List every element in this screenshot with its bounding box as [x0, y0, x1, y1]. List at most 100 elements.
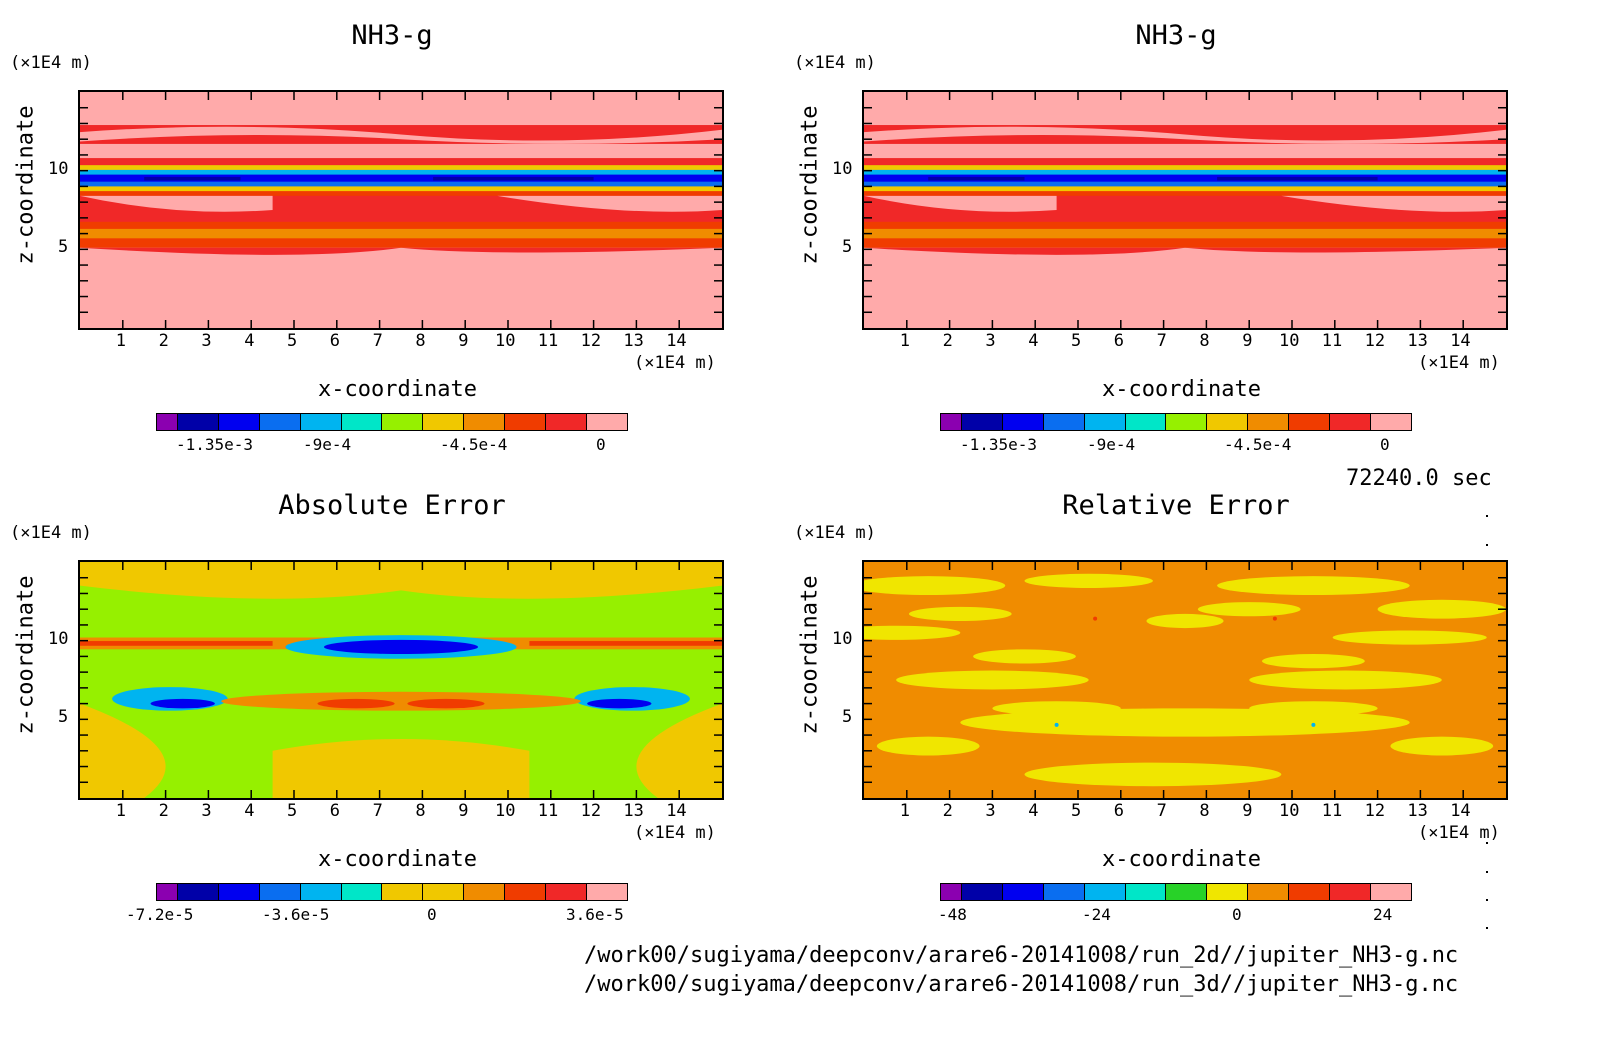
colorbar — [156, 413, 628, 431]
x-tick-label: 2 — [158, 801, 169, 821]
colorbar-label: -48 — [938, 905, 967, 924]
contour-plot — [78, 90, 724, 330]
colorbar-swatch — [423, 414, 465, 430]
colorbar-swatch — [177, 884, 219, 900]
x-tick-label: 7 — [1156, 331, 1167, 351]
x-tick-label: 12 — [580, 801, 602, 821]
colorbar-swatch — [341, 884, 383, 900]
x-tick-label: 13 — [1407, 801, 1428, 821]
x-tick-label: 2 — [942, 331, 953, 351]
x-tick-label: 4 — [244, 801, 255, 821]
x-unit-label: (×1E4 m) — [1418, 353, 1500, 373]
colorbar-swatch — [1002, 884, 1044, 900]
colorbar-swatch — [587, 884, 627, 900]
colorbar-swatch — [961, 884, 1003, 900]
x-tick-label: 4 — [1028, 801, 1039, 821]
marker-dot — [1486, 544, 1488, 546]
x-tick-label: 3 — [985, 801, 996, 821]
x-tick-label: 8 — [415, 331, 426, 351]
z-tick-label: 10 — [48, 628, 69, 649]
colorbar-swatch — [259, 414, 301, 430]
x-tick-label: 10 — [495, 331, 516, 351]
x-tick-label: 11 — [537, 331, 559, 351]
colorbar-swatch — [1043, 884, 1085, 900]
z-tick-label: 10 — [832, 628, 853, 649]
x-tick-label: 14 — [1450, 331, 1471, 351]
x-tick-label: 3 — [985, 331, 996, 351]
x-tick-label: 7 — [372, 331, 383, 351]
colorbar-swatch — [546, 414, 588, 430]
panel-title: NH3-g — [1135, 20, 1217, 51]
marker-dot — [1486, 927, 1488, 929]
x-tick-label: 10 — [495, 801, 516, 821]
colorbar-label: -3.6e-5 — [262, 905, 330, 924]
colorbar-label: 0 — [427, 905, 437, 924]
file-path-1: /work00/sugiyama/deepconv/arare6-2014100… — [584, 943, 1459, 968]
x-axis-label: x-coordinate — [318, 377, 477, 402]
colorbar-label: 0 — [1380, 435, 1390, 454]
colorbar-label: -24 — [1082, 905, 1111, 924]
colorbar-swatch — [423, 884, 465, 900]
z-axis-label: z-coordinate — [13, 575, 39, 735]
colorbar-label: -4.5e-4 — [440, 435, 508, 454]
colorbar — [156, 883, 628, 901]
colorbar-label: 0 — [1232, 905, 1242, 924]
colorbar-swatch — [505, 414, 547, 430]
x-tick-label: 9 — [1242, 331, 1253, 351]
x-tick-label: 7 — [1156, 801, 1167, 821]
x-tick-label: 13 — [1407, 331, 1428, 351]
x-tick-label: 8 — [415, 801, 426, 821]
panel-title: Relative Error — [1062, 490, 1290, 521]
z-tick-label: 5 — [842, 237, 853, 258]
colorbar-swatch — [1166, 414, 1208, 430]
x-tick-label: 11 — [1321, 801, 1343, 821]
colorbar-swatch — [1289, 884, 1331, 900]
z-unit-label: (×1E4 m) — [794, 53, 876, 73]
colorbar-swatch — [157, 884, 178, 900]
contour-field — [864, 562, 1506, 798]
colorbar-swatch — [1371, 414, 1411, 430]
colorbar-swatch — [1043, 414, 1085, 430]
colorbar-swatch — [218, 884, 260, 900]
x-tick-label: 14 — [1450, 801, 1471, 821]
colorbar-label: -1.35e-3 — [176, 435, 254, 454]
z-axis-label: z-coordinate — [797, 575, 823, 735]
file-path-2: /work00/sugiyama/deepconv/arare6-2014100… — [584, 972, 1459, 997]
z-axis-label: z-coordinate — [797, 105, 823, 265]
contour-plot — [78, 560, 724, 800]
x-axis-label: x-coordinate — [1102, 847, 1261, 872]
x-tick-label: 9 — [458, 331, 469, 351]
colorbar-swatch — [1248, 414, 1290, 430]
x-unit-label: (×1E4 m) — [634, 823, 716, 843]
z-tick-label: 5 — [58, 237, 69, 258]
colorbar-label: 0 — [596, 435, 606, 454]
x-tick-label: 10 — [1279, 801, 1300, 821]
contour-field — [864, 92, 1506, 328]
x-tick-label: 6 — [1113, 801, 1125, 821]
colorbar-swatch — [177, 414, 219, 430]
x-tick-label: 7 — [372, 801, 383, 821]
colorbar-swatch — [1371, 884, 1411, 900]
x-tick-label: 8 — [1199, 801, 1210, 821]
marker-dot — [1486, 871, 1488, 873]
colorbar — [940, 413, 1412, 431]
colorbar-swatch — [1125, 884, 1167, 900]
x-tick-label: 14 — [666, 801, 687, 821]
x-tick-label: 3 — [201, 331, 212, 351]
x-axis-label: x-coordinate — [1102, 377, 1261, 402]
contour-plot — [862, 560, 1508, 800]
colorbar-label: 3.6e-5 — [566, 905, 624, 924]
x-tick-label: 1 — [115, 801, 127, 821]
z-tick-label: 10 — [48, 158, 69, 179]
x-tick-label: 11 — [537, 801, 559, 821]
colorbar-swatch — [1330, 884, 1372, 900]
colorbar — [940, 883, 1412, 901]
x-unit-label: (×1E4 m) — [1418, 823, 1500, 843]
z-unit-label: (×1E4 m) — [10, 523, 92, 543]
colorbar-swatch — [1207, 884, 1249, 900]
marker-dot — [1486, 899, 1488, 901]
z-unit-label: (×1E4 m) — [794, 523, 876, 543]
x-tick-label: 13 — [623, 801, 644, 821]
colorbar-swatch — [300, 414, 342, 430]
colorbar-swatch — [546, 884, 588, 900]
